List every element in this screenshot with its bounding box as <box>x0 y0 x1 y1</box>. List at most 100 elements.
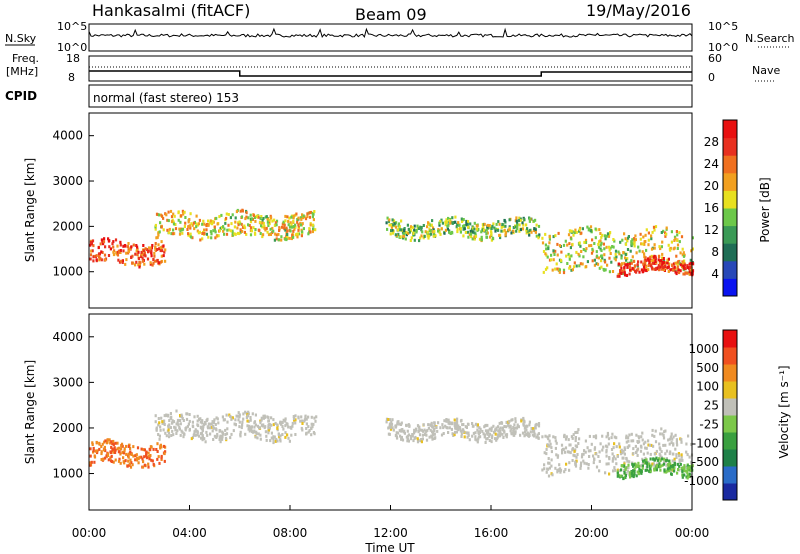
vel-cells-cell <box>423 428 426 432</box>
power-cells-cell <box>456 222 459 226</box>
power-colorbar-tick-1: 24 <box>704 157 719 171</box>
vel-cells-cell <box>574 439 577 443</box>
vel-cells-cell <box>576 430 579 434</box>
power-cells-cell <box>202 219 205 223</box>
power-cells-cell <box>568 266 571 270</box>
power-cells-cell <box>420 228 423 232</box>
vel-cells-cell <box>432 430 435 434</box>
vel-cells-cell <box>583 449 586 453</box>
vel-cells-cell <box>249 416 252 419</box>
power-cells-cell <box>686 264 689 268</box>
power-cells-cell <box>574 228 577 232</box>
power-cells-cell <box>606 263 609 267</box>
power-cells-cell <box>301 222 304 226</box>
power-cells-cell <box>552 235 555 239</box>
vel-cells-cell <box>545 470 548 474</box>
power-cells-cell <box>605 234 609 238</box>
power-cells-cell <box>547 247 550 251</box>
power-cells-cell <box>147 250 150 254</box>
vel-cells-cell <box>474 431 477 435</box>
vel-cells-cell <box>257 432 260 436</box>
vel-cells-cell <box>433 429 436 432</box>
vel-cells-cell <box>577 442 580 445</box>
vel-cells-cell <box>691 464 694 468</box>
vel-cells-cell <box>651 433 654 437</box>
power-cells-cell <box>618 252 621 256</box>
power-cells-cell <box>686 266 690 270</box>
power-cells-cell <box>598 240 601 244</box>
vel-cells-cell <box>135 456 138 460</box>
vel-cells-cell <box>128 462 131 466</box>
vel-cells-cell <box>574 431 577 434</box>
power-cells-cell <box>178 232 182 236</box>
power-cells-cell <box>670 240 673 244</box>
vel-cells-cell <box>207 422 210 426</box>
power-cells-cell <box>259 220 262 224</box>
power-cells-cell <box>207 235 210 239</box>
vel-cells-cell <box>265 434 268 438</box>
power-cells-cell <box>571 242 574 246</box>
vel-cells-cell <box>605 449 608 452</box>
power-cells-cell <box>237 223 240 227</box>
power-cells-cell <box>405 233 408 237</box>
power-cells-cell <box>598 228 601 232</box>
vel-cells-cell <box>503 425 506 428</box>
vel-cells-cell <box>528 420 531 424</box>
vel-cells-cell <box>284 417 287 421</box>
power-cells-cell <box>658 265 661 269</box>
vel-cells-cell <box>557 469 561 472</box>
vel-cells-cell <box>690 442 693 446</box>
vel-cells-cell <box>270 423 273 427</box>
vel-cells-cell <box>300 426 303 430</box>
vel-cells-cell <box>249 426 252 430</box>
vel-cells-cell <box>113 448 116 452</box>
vel-cells-cell <box>163 444 166 448</box>
vel-cells-cell <box>201 425 204 429</box>
vel-cells-cell <box>178 427 181 431</box>
vel-cells-cell <box>113 446 116 450</box>
vel-cells-cell <box>623 471 626 474</box>
power-cells-cell <box>616 274 619 278</box>
vel-cells-cell <box>670 472 673 476</box>
vel-cells-cell <box>627 444 630 448</box>
power-cells-cell <box>179 220 182 224</box>
vel-cells-cell <box>201 429 204 433</box>
power-cells-cell <box>249 220 253 224</box>
vel-cells-cell <box>414 429 417 433</box>
power-cells-cell <box>644 259 647 263</box>
power-cells-cell <box>615 255 618 259</box>
power-cells-cell <box>290 223 293 227</box>
power-cells-cell <box>620 256 623 260</box>
vel-cells-cell <box>231 416 234 420</box>
vel-cells-cell <box>160 416 163 420</box>
power-cells-cell <box>532 219 535 223</box>
power-cells-cell <box>102 242 105 246</box>
power-cells-cell <box>125 251 128 255</box>
vel-cells-cell <box>155 427 158 431</box>
vel-cells-cell <box>474 422 478 426</box>
vel-cells-cell <box>564 450 567 454</box>
power-cells-cell <box>591 259 594 263</box>
vel-cells-cell <box>648 443 651 447</box>
power-cells-cell <box>581 262 584 266</box>
vel-cells-cell <box>419 428 422 432</box>
power-cells-cell <box>438 230 441 234</box>
vel-cells-cell <box>123 449 126 453</box>
cpid-label: CPID <box>5 89 37 103</box>
vel-cells-cell <box>212 424 215 428</box>
vel-cells-cell <box>660 427 663 431</box>
vel-cells-cell <box>505 435 508 439</box>
power-cells-cell <box>562 271 566 275</box>
power-cells-cell <box>299 216 302 220</box>
vel-cells-cell <box>675 456 678 459</box>
vel-cells-cell <box>221 415 224 419</box>
power-cells-cell <box>104 245 107 249</box>
vel-cells-cell <box>425 438 429 442</box>
vel-cells-cell <box>579 466 582 470</box>
vel-cells-cell <box>573 454 576 458</box>
vel-cells-cell <box>583 461 586 465</box>
vel-cells-cell <box>625 436 628 440</box>
power-cells-cell <box>448 231 451 234</box>
vel-cells-cell <box>627 463 630 467</box>
power-cells-cell <box>420 234 423 238</box>
